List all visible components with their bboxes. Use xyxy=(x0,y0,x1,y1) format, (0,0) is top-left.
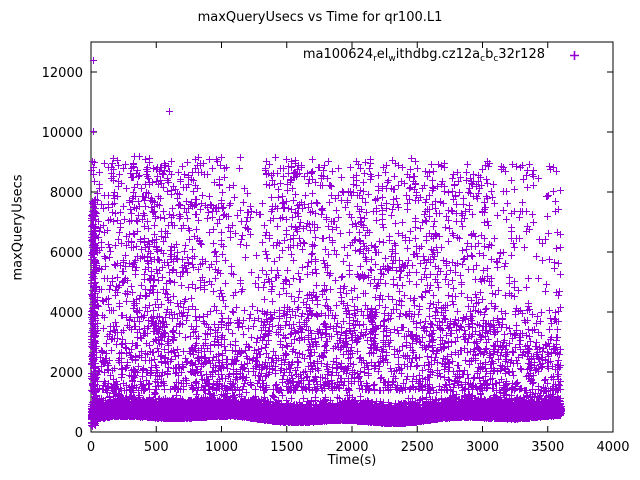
y-tick-label: 12000 xyxy=(42,66,83,81)
x-tick-label: 1000 xyxy=(205,440,238,455)
page-title: maxQueryUsecs vs Time for qr100.L1 xyxy=(197,10,443,25)
x-tick-label: 3000 xyxy=(466,440,499,455)
legend-marker-icon xyxy=(570,51,579,60)
x-tick-label: 2000 xyxy=(335,440,368,455)
x-axis-ticks: 0 500 1000 1500 2000 2500 3000 3500 4000 xyxy=(87,42,630,455)
legend-entry-label: ma100624relwithdbg.cz12acbc32r128 xyxy=(302,47,545,64)
x-axis-label: Time(s) xyxy=(327,453,377,468)
x-tick-label: 1500 xyxy=(270,440,303,455)
scatter-series-points xyxy=(88,57,565,430)
y-tick-label: 8000 xyxy=(50,186,83,201)
y-tick-label: 6000 xyxy=(50,246,83,261)
x-tick-label: 500 xyxy=(144,440,169,455)
y-tick-label: 10000 xyxy=(42,126,83,141)
y-tick-label: 0 xyxy=(75,426,83,441)
y-axis-ticks: 0 2000 4000 6000 8000 10000 12000 xyxy=(42,66,613,441)
x-tick-label: 3500 xyxy=(531,440,564,455)
x-tick-label: 4000 xyxy=(596,440,629,455)
x-tick-label: 2500 xyxy=(401,440,434,455)
y-tick-label: 2000 xyxy=(50,366,83,381)
x-tick-label: 0 xyxy=(87,440,95,455)
y-tick-label: 4000 xyxy=(50,306,83,321)
